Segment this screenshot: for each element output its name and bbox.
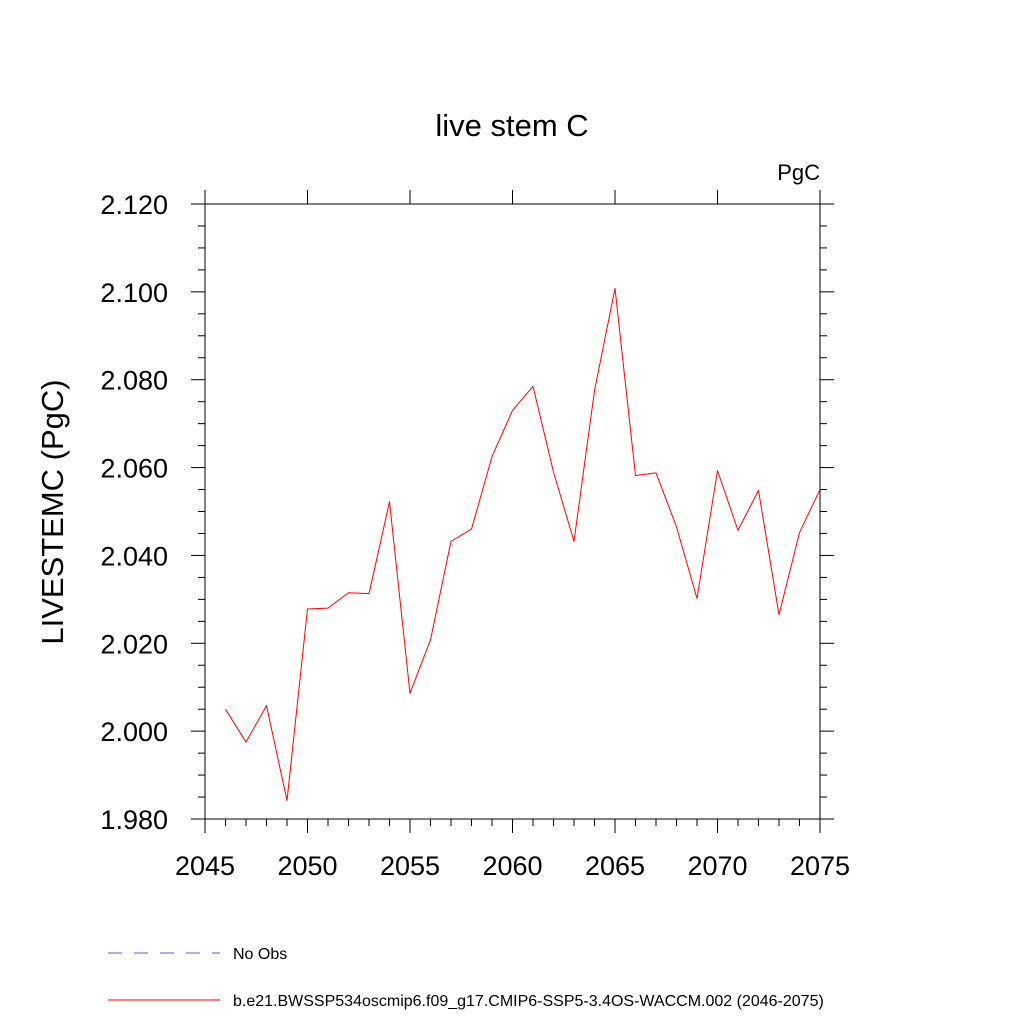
legend-label-model: b.e21.BWSSP534oscmip6.f09_g17.CMIP6-SSP5… — [233, 993, 824, 1010]
x-tick-label: 2060 — [482, 851, 542, 881]
plot-frame — [204, 203, 821, 820]
axes: 2045 2050 2055 2060 2065 2070 2075 1.980 2.000 2.… — [100, 190, 850, 881]
x-tick-label: 2045 — [175, 851, 235, 881]
y-tick-label: 2.120 — [100, 190, 168, 220]
x-tick-label: 2070 — [687, 851, 747, 881]
y-tick-label: 2.060 — [100, 454, 168, 484]
y-tick-label: 2.080 — [100, 366, 168, 396]
x-tick-label: 2055 — [380, 851, 440, 881]
units-label: PgC — [777, 160, 820, 185]
y-tick-label: 2.000 — [100, 717, 168, 747]
y-axis-label: LIVESTEMC (PgC) — [35, 379, 70, 644]
y-tick-label: 2.020 — [100, 629, 168, 659]
legend-label-no-obs: No Obs — [233, 946, 287, 963]
y-tick-label: 2.040 — [100, 541, 168, 571]
series-line — [225, 287, 821, 802]
x-tick-label: 2050 — [277, 851, 337, 881]
y-tick-label: 1.980 — [100, 805, 168, 835]
x-tick-label: 2065 — [585, 851, 645, 881]
chart-title: live stem C — [435, 108, 588, 143]
plot-area — [225, 287, 821, 802]
x-tick-label: 2075 — [790, 851, 850, 881]
legend: No Obs b.e21.BWSSP534oscmip6.f09_g17.CMI… — [108, 946, 824, 1010]
y-tick-label: 2.100 — [100, 278, 168, 308]
